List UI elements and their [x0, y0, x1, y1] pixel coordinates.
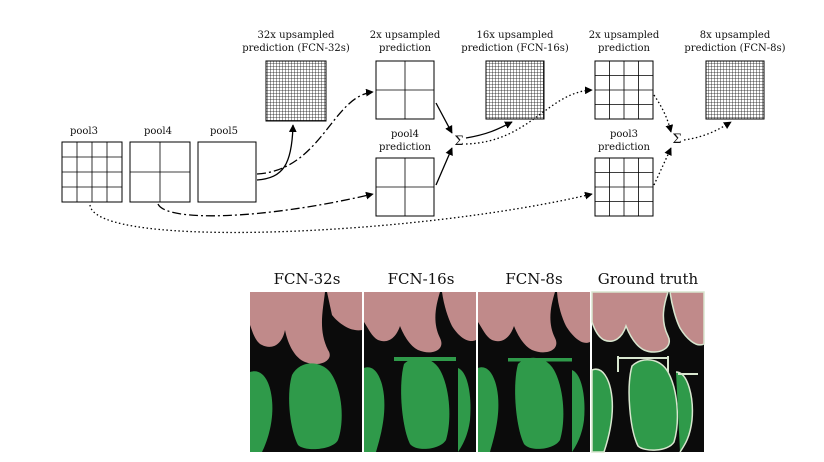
pool3-prediction: pool3 prediction	[594, 129, 654, 217]
arrow-pool5-to-fcn32	[256, 124, 297, 181]
column-title-ground-truth: Ground truth	[598, 270, 699, 288]
segmentation-fcn8	[478, 292, 590, 452]
pool3-block: pool3	[61, 126, 123, 203]
fcn32-output: 32x upsampled prediction (FCN-32s)	[242, 30, 350, 122]
results-panel: FCN-32s FCN-16s FCN-8s Ground truth	[250, 270, 705, 453]
architecture-diagram: pool3 pool4 pool5 32x upsampled predicti…	[61, 30, 786, 234]
arrow-sum-to-up2b	[465, 86, 593, 145]
arrow-pool3pred-to-sum2	[653, 147, 672, 186]
up2a-label-line2: prediction	[379, 43, 432, 54]
fcn32-label-line2: prediction (FCN-32s)	[242, 43, 350, 54]
fcn16-label-line2: prediction (FCN-16s)	[461, 43, 569, 54]
up2b-label-line1: 2x upsampled	[589, 30, 660, 41]
pool3pred-label-line2: prediction	[598, 142, 651, 153]
arrow-pool4-to-pool4pred	[157, 191, 374, 217]
column-title-fcn8: FCN-8s	[505, 270, 562, 288]
arrow-sum-to-fcn16	[465, 121, 513, 139]
fcn8-label-line2: prediction (FCN-8s)	[684, 43, 785, 54]
upsample2x-b: 2x upsampled prediction	[589, 30, 660, 120]
pool5-block: pool5	[197, 126, 257, 203]
arrow-pool4pred-to-sum	[435, 147, 453, 186]
pool4-label: pool4	[144, 126, 172, 137]
connectors	[89, 86, 732, 234]
pool4-block: pool4	[129, 126, 191, 203]
arrow-sum2-to-fcn8	[683, 121, 732, 141]
pool4pred-label-line1: pool4	[391, 129, 419, 140]
fcn8-label-line1: 8x upsampled	[700, 30, 771, 41]
segmentation-fcn32	[250, 292, 362, 452]
column-title-fcn16: FCN-16s	[388, 270, 455, 288]
arrow-up2a-to-sum	[435, 102, 453, 134]
column-title-fcn32: FCN-32s	[274, 270, 341, 288]
up2a-label-line1: 2x upsampled	[370, 30, 441, 41]
pool3pred-label-line1: pool3	[610, 129, 638, 140]
up2b-label-line2: prediction	[598, 43, 651, 54]
fcn8-output: 8x upsampled prediction (FCN-8s)	[684, 30, 786, 120]
fcn16-output: 16x upsampled prediction (FCN-16s)	[461, 30, 569, 120]
sum-node-1: Σ	[454, 134, 463, 149]
segmentation-ground-truth	[591, 291, 705, 453]
pool4pred-label-line2: prediction	[379, 142, 432, 153]
fcn16-label-line1: 16x upsampled	[477, 30, 554, 41]
sum-node-2: Σ	[672, 132, 681, 147]
upsample2x-a: 2x upsampled prediction	[370, 30, 441, 120]
arrow-pool5-to-up2a	[256, 88, 374, 175]
segmentation-fcn16	[364, 292, 476, 452]
pool3-label: pool3	[70, 126, 98, 137]
fcn32-label-line1: 32x upsampled	[258, 30, 335, 41]
pool4-prediction: pool4 prediction	[375, 129, 435, 217]
pool5-label: pool5	[210, 126, 238, 137]
arrow-up2b-to-sum2	[653, 94, 674, 133]
